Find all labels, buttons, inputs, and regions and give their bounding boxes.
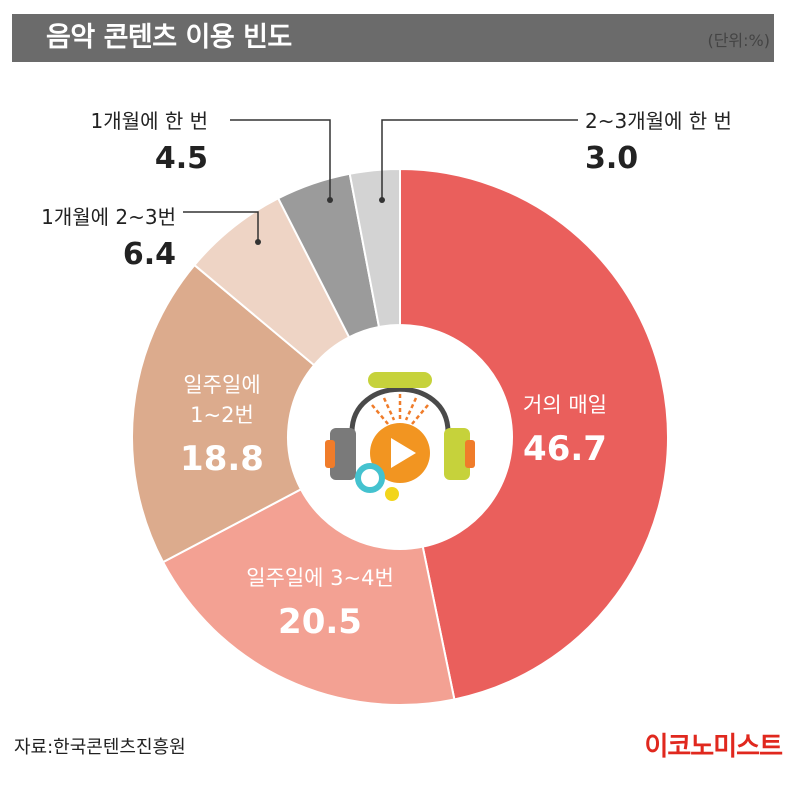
leader-lines — [183, 119, 578, 245]
source-note: 자료:한국콘텐츠진흥원 — [14, 737, 186, 758]
unit-label: (단위:%) — [707, 31, 770, 50]
slice-value-일주일에-1-2번: 18.8 — [180, 439, 264, 479]
slice-label-거의-매일: 거의 매일 — [523, 393, 607, 417]
slices — [131, 167, 670, 706]
leader-dot-2-3개월에-한-번 — [379, 197, 385, 203]
title-bar: 음악 콘텐츠 이용 빈도 — [12, 14, 774, 62]
leader-line-1개월에-2-3번 — [183, 211, 259, 242]
slice-value-1개월에-한-번: 4.5 — [155, 141, 208, 176]
slice-value-2-3개월에-한-번: 3.0 — [585, 141, 638, 176]
slice-label-2-3개월에-한-번: 2~3개월에 한 번 — [585, 109, 732, 133]
publisher-logo: 이코노미스트 — [644, 732, 783, 762]
slice-label-1개월에-2-3번: 1개월에 2~3번 — [41, 205, 176, 229]
slice-value-1개월에-2-3번: 6.4 — [123, 237, 176, 272]
slice-label-일주일에-3-4번: 일주일에 3~4번 — [246, 566, 394, 590]
slice-label-1개월에-한-번: 1개월에 한 번 — [91, 109, 208, 133]
slice-value-거의-매일: 46.7 — [523, 429, 607, 469]
chart-title: 음악 콘텐츠 이용 빈도 — [46, 22, 292, 53]
slice-labels: 거의 매일 46.7 일주일에 3~4번 20.5 일주일에 1~2번 18.8 1개월에 2… — [41, 109, 732, 642]
headphones-play-icon — [288, 325, 512, 549]
slice-label-일주일에-1-2번: 일주일에 — [183, 373, 260, 397]
leader-line-2-3개월에-한-번 — [381, 119, 578, 200]
leader-dot-1개월에-2-3번 — [255, 239, 261, 245]
leader-dot-1개월에-한-번 — [327, 197, 333, 203]
slice-value-일주일에-3-4번: 20.5 — [278, 602, 362, 642]
slice-label-일주일에-1-2번: 1~2번 — [190, 403, 254, 427]
leader-line-1개월에-한-번 — [230, 119, 331, 200]
